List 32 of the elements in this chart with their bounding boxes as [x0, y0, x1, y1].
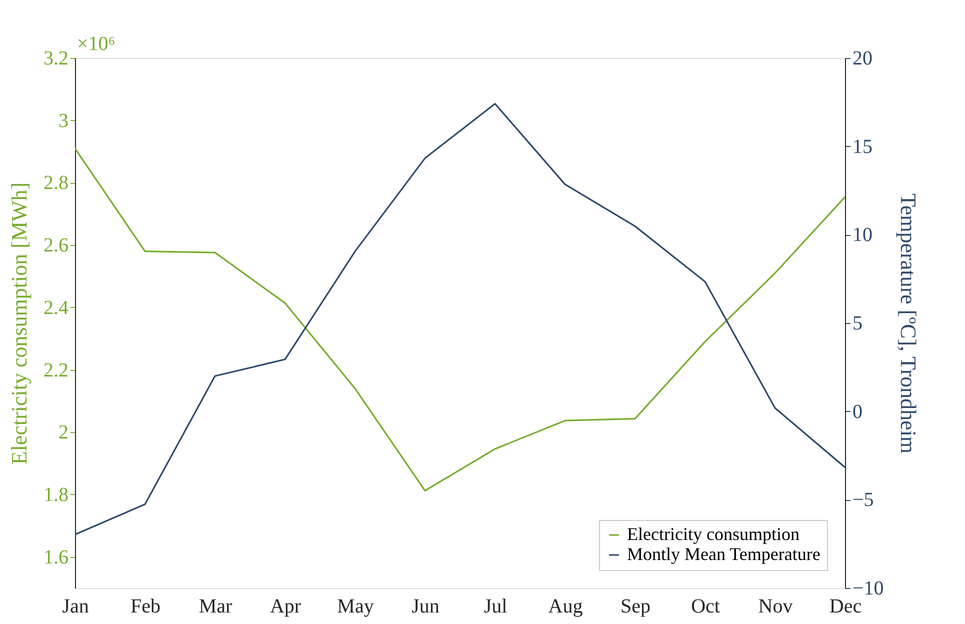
x-tick-label: Nov: [758, 596, 793, 618]
y2-tick-label: 20: [852, 48, 872, 70]
y-tick-label: 2.4: [44, 296, 68, 319]
x-tick-label: Aug: [548, 596, 583, 618]
x-tick-label: Jul: [484, 596, 508, 618]
x-tick-label: Jun: [412, 596, 440, 618]
y2-tick-label: 0: [852, 400, 862, 423]
x-tick-label: Apr: [270, 596, 302, 618]
x-tick-label: Oct: [691, 596, 720, 618]
y-tick-label: 3: [58, 110, 68, 132]
x-tick-label: Feb: [130, 596, 160, 618]
y-tick-label: 2.8: [44, 172, 68, 194]
text: ×10⁶: [77, 33, 116, 55]
x-tick-label: Mar: [198, 596, 232, 618]
x-tick-label: May: [337, 596, 374, 618]
x-tick-label: Jan: [62, 596, 89, 618]
y2-axis-title: Temperature [ºC], Trondheim: [896, 193, 921, 454]
y-axis-title: Electricity consumption [MWh]: [6, 182, 32, 465]
legend-label: Electricity consumption: [627, 524, 800, 544]
line-series: [75, 148, 845, 492]
y2-tick-label: 10: [852, 224, 872, 246]
y-tick-label: 1.6: [44, 546, 68, 568]
x-tick-label: Sep: [620, 596, 650, 618]
y2-tick-label: 5: [852, 312, 862, 334]
y2-tick-label: −5: [852, 489, 874, 512]
y-tick-label: 3.2: [44, 48, 68, 70]
y2-tick-label: 15: [852, 136, 872, 158]
y-tick-label: 2: [58, 422, 68, 444]
y-tick-label: 2.2: [44, 359, 68, 382]
legend-label: Montly Mean Temperature: [627, 544, 820, 564]
y-tick-label: 1.8: [44, 484, 68, 506]
y-tick-label: 2.6: [44, 234, 68, 257]
